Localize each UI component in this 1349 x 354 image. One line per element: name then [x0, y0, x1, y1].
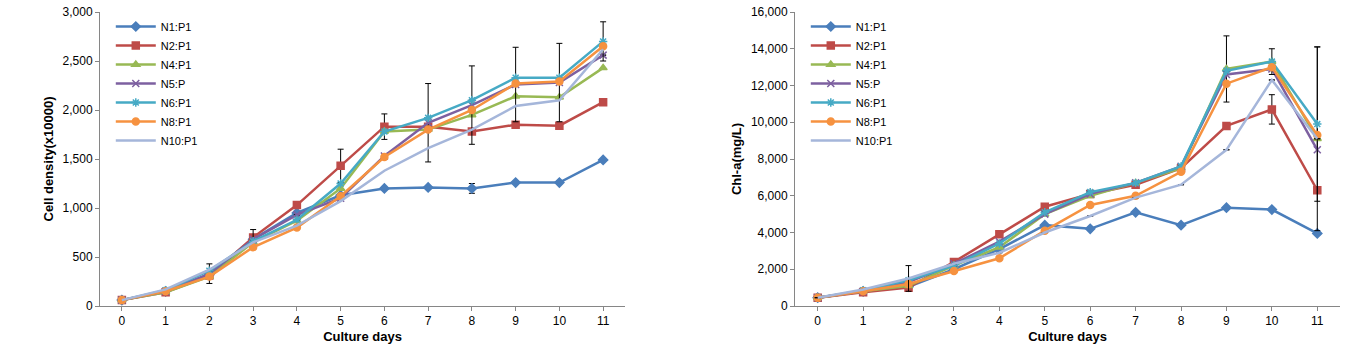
svg-text:Chl-a(mg/L): Chl-a(mg/L)	[729, 123, 744, 195]
svg-text:5: 5	[337, 314, 344, 328]
svg-text:2,500: 2,500	[63, 54, 93, 68]
svg-text:9: 9	[1223, 314, 1230, 328]
svg-text:Culture days: Culture days	[323, 329, 402, 344]
svg-text:0: 0	[86, 299, 93, 313]
svg-text:16,000: 16,000	[751, 5, 788, 19]
svg-text:Cell density(x10000): Cell density(x10000)	[41, 96, 56, 221]
svg-text:2,000: 2,000	[758, 262, 788, 276]
svg-text:1: 1	[162, 314, 169, 328]
svg-text:11: 11	[1311, 314, 1324, 328]
svg-text:0: 0	[781, 299, 788, 313]
svg-text:N8:P1: N8:P1	[161, 116, 192, 128]
svg-text:2: 2	[206, 314, 213, 328]
svg-text:0: 0	[814, 314, 821, 328]
svg-text:4,000: 4,000	[758, 226, 788, 240]
svg-text:9: 9	[512, 314, 519, 328]
svg-text:N6:P1: N6:P1	[161, 97, 192, 109]
svg-text:5: 5	[1041, 314, 1048, 328]
svg-text:6: 6	[1087, 314, 1094, 328]
svg-text:1: 1	[860, 314, 867, 328]
svg-text:1,500: 1,500	[63, 152, 93, 166]
svg-text:2,000: 2,000	[63, 103, 93, 117]
svg-text:10,000: 10,000	[751, 115, 788, 129]
svg-text:4: 4	[996, 314, 1003, 328]
svg-text:11: 11	[597, 314, 610, 328]
svg-text:8,000: 8,000	[758, 152, 788, 166]
svg-text:6: 6	[381, 314, 388, 328]
svg-text:N4:P1: N4:P1	[856, 59, 887, 71]
svg-text:N10:P1: N10:P1	[161, 135, 198, 147]
svg-text:N8:P1: N8:P1	[856, 116, 887, 128]
svg-text:N1:P1: N1:P1	[856, 21, 887, 33]
svg-text:8: 8	[1178, 314, 1185, 328]
svg-text:10: 10	[553, 314, 567, 328]
svg-text:10: 10	[1265, 314, 1279, 328]
svg-text:Culture days: Culture days	[1028, 329, 1107, 344]
svg-text:6,000: 6,000	[758, 189, 788, 203]
svg-text:N4:P1: N4:P1	[161, 59, 192, 71]
svg-text:2: 2	[905, 314, 912, 328]
svg-text:500: 500	[73, 250, 93, 264]
svg-text:4: 4	[294, 314, 301, 328]
svg-text:14,000: 14,000	[751, 42, 788, 56]
svg-text:N6:P1: N6:P1	[856, 97, 887, 109]
svg-text:N5:P: N5:P	[161, 78, 185, 90]
svg-text:3,000: 3,000	[63, 5, 93, 19]
svg-text:12,000: 12,000	[751, 79, 788, 93]
svg-text:N2:P1: N2:P1	[856, 40, 887, 52]
svg-text:N5:P: N5:P	[856, 78, 880, 90]
svg-text:8: 8	[469, 314, 476, 328]
svg-text:7: 7	[425, 314, 432, 328]
svg-text:N1:P1: N1:P1	[161, 21, 192, 33]
svg-text:3: 3	[951, 314, 958, 328]
svg-text:3: 3	[250, 314, 257, 328]
svg-text:0: 0	[119, 314, 126, 328]
svg-text:N2:P1: N2:P1	[161, 40, 192, 52]
svg-text:7: 7	[1132, 314, 1139, 328]
svg-text:N10:P1: N10:P1	[856, 135, 893, 147]
svg-text:1,000: 1,000	[63, 201, 93, 215]
